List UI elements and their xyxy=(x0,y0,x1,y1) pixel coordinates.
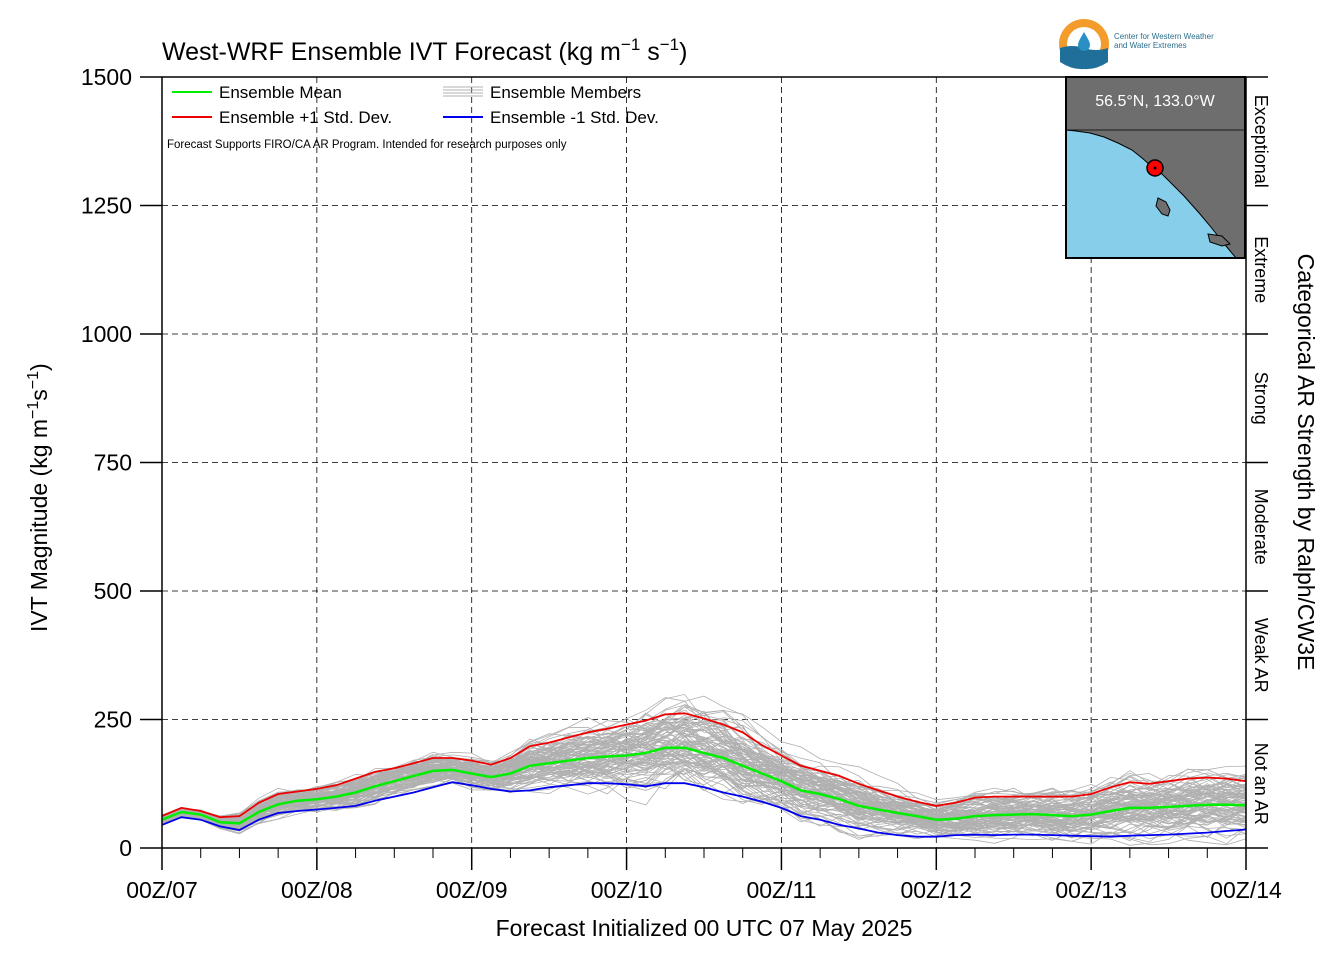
inset-map-island-south xyxy=(1207,233,1231,247)
ensemble-member-line xyxy=(161,730,1247,828)
ensemble-member-line xyxy=(161,704,1247,821)
x-axis-label: Forecast Initialized 00 UTC 07 May 2025 xyxy=(496,915,913,941)
x-tick-label: 00Z/08 xyxy=(281,877,353,903)
y-tick-label: 750 xyxy=(94,450,132,476)
category-label: Strong xyxy=(1251,372,1271,425)
y-axis-label-end: ) xyxy=(26,363,52,371)
x-tick-label: 00Z/13 xyxy=(1055,877,1127,903)
inset-map-coordinates: 56.5°N, 133.0°W xyxy=(1095,93,1215,110)
ensemble-member-line xyxy=(161,733,1247,819)
legend-members-swatch xyxy=(443,86,483,97)
ensemble-member-line xyxy=(161,712,1247,819)
y-tick-label: 0 xyxy=(119,835,132,861)
x-tick-label: 00Z/14 xyxy=(1210,877,1282,903)
cw3e-logo-text: Center for Western Weather and Water Ext… xyxy=(1114,32,1214,50)
chart-title-sup2: −1 xyxy=(660,35,679,54)
x-tick-label: 00Z/12 xyxy=(900,877,972,903)
category-label: Moderate xyxy=(1251,489,1271,565)
ensemble-member-line xyxy=(161,761,1247,846)
y-axis-label-mid: s xyxy=(26,389,52,401)
x-tick-label: 00Z/09 xyxy=(436,877,508,903)
x-tick-label: 00Z/07 xyxy=(126,877,198,903)
y-tick-label: 500 xyxy=(94,578,132,604)
series-line-mean xyxy=(161,746,1247,825)
y-tick-label: 1500 xyxy=(81,64,132,90)
ensemble-member-line xyxy=(161,740,1247,830)
chart-title: West-WRF Ensemble IVT Forecast (kg m−1 s… xyxy=(162,35,687,66)
right-axis-label: Categorical AR Strength by Ralph/CW3E xyxy=(1293,254,1319,671)
y-tick-label: 1250 xyxy=(81,193,132,219)
y-axis-label-sup2: −1 xyxy=(25,371,42,389)
chart-title-main: West-WRF Ensemble IVT Forecast (kg m xyxy=(162,38,621,66)
inset-map: 56.5°N, 133.0°W xyxy=(1065,76,1246,259)
axis-ticks: 0 250 500 750 1000 1250 1500 00Z/07 00Z/08 00Z/09… xyxy=(81,64,1282,903)
category-axis: Not an AR Weak AR Moderate Strong Extreme Exc… xyxy=(1246,76,1271,849)
ensemble-member-line xyxy=(161,720,1247,820)
category-label: Exceptional xyxy=(1251,95,1271,188)
x-tick-label: 00Z/10 xyxy=(591,877,663,903)
x-tick-label: 00Z/11 xyxy=(746,877,816,903)
research-note: Forecast Supports FIRO/CA AR Program. In… xyxy=(167,139,567,151)
legend-plus-label: Ensemble +1 Std. Dev. xyxy=(219,108,392,127)
chart-title-mid: s xyxy=(640,38,659,66)
legend-mean-label: Ensemble Mean xyxy=(219,83,342,102)
cw3e-logo: Center for Western Weather and Water Ext… xyxy=(1058,18,1258,74)
chart-title-sup1: −1 xyxy=(621,35,640,54)
category-label: Weak AR xyxy=(1251,618,1271,693)
y-tick-label: 250 xyxy=(94,707,132,733)
inset-map-frame xyxy=(1065,76,1246,259)
location-marker-center xyxy=(1153,166,1157,170)
category-label: Not an AR xyxy=(1251,743,1271,825)
cw3e-logo-mark xyxy=(1059,19,1109,70)
inset-map-island xyxy=(1155,197,1171,217)
cw3e-logo-text-line2: and Water Extremes xyxy=(1114,41,1187,50)
ensemble-member-line xyxy=(161,759,1247,839)
ensemble-member-line xyxy=(161,750,1247,831)
series-line-minus xyxy=(161,781,1247,838)
category-label: Extreme xyxy=(1251,236,1271,303)
ensemble-member-line xyxy=(161,742,1247,831)
chart-title-end: ) xyxy=(679,38,687,66)
y-axis-label-sup1: −1 xyxy=(25,401,42,419)
legend: Ensemble Mean Ensemble +1 Std. Dev. Ense… xyxy=(167,83,659,151)
legend-minus-label: Ensemble -1 Std. Dev. xyxy=(490,108,659,127)
y-axis-label-main: IVT Magnitude (kg m xyxy=(26,419,52,632)
cw3e-logo-text-line1: Center for Western Weather xyxy=(1114,32,1214,41)
legend-members-label: Ensemble Members xyxy=(490,83,641,102)
series-lines xyxy=(161,712,1247,838)
gridlines xyxy=(162,77,1246,848)
y-tick-label: 1000 xyxy=(81,321,132,347)
ensemble-member-line xyxy=(161,747,1247,833)
series-line-plus xyxy=(161,712,1247,819)
y-axis-label: IVT Magnitude (kg m−1s−1) xyxy=(25,363,52,632)
